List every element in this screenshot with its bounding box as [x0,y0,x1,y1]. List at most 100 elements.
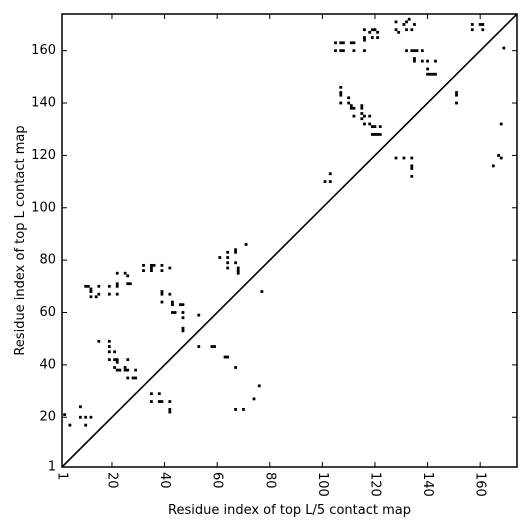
data-point [405,28,408,32]
data-point [363,36,366,39]
data-point [126,368,130,372]
data-point [150,266,153,270]
axis-ticks: 1 20 40 60 80 100 120 140 1601204060801001201401… [31,14,517,497]
data-point [410,156,414,160]
data-point [342,49,345,53]
data-point [79,405,82,409]
data-point [339,49,343,53]
data-point [97,339,101,343]
data-point [84,415,88,419]
data-point [370,125,374,128]
data-point [107,292,111,296]
data-point [160,263,164,267]
x-tick-label: 40 [157,472,172,489]
data-point [347,96,351,100]
data-point [373,125,377,128]
data-point [413,59,416,63]
data-point [123,271,127,275]
data-point [115,292,119,296]
data-point [89,290,93,293]
data-point [370,133,374,136]
data-point [126,358,130,362]
data-point [410,164,414,168]
data-point [126,376,130,380]
data-point [328,180,332,183]
data-point [402,23,406,26]
data-point [339,41,343,45]
data-point [410,49,414,53]
data-point [236,271,240,275]
data-point [407,17,411,21]
data-point [89,415,93,419]
data-point [397,30,401,34]
data-point [370,36,374,39]
data-point [107,339,111,343]
data-point [123,368,127,372]
data-point [470,23,474,26]
data-point [123,366,127,369]
data-point [413,57,416,60]
data-point [115,358,119,362]
data-point [86,284,90,288]
data-point [339,91,343,94]
data-point [126,282,130,286]
data-point [115,360,119,364]
data-point [455,91,458,94]
data-point [134,376,138,380]
data-point [178,303,182,307]
data-point [97,284,101,288]
y-tick-label: 40 [39,357,56,372]
data-point [107,350,111,354]
data-point [368,30,372,34]
data-point [378,125,382,128]
data-point [113,366,117,369]
data-point [107,358,111,362]
data-point [181,329,185,333]
y-tick-label: 80 [39,253,56,268]
data-point [413,49,416,53]
data-point [368,122,372,126]
data-point [160,400,164,403]
data-point [428,72,432,76]
data-point [84,284,88,288]
data-point [491,164,495,168]
data-point [226,355,230,359]
data-point [349,104,353,108]
data-point [334,49,337,53]
diagonal-line [61,13,518,468]
data-point [478,23,482,26]
data-point [410,174,414,178]
data-point [360,112,364,115]
y-tick-label: 100 [31,200,56,215]
data-point [431,72,435,76]
data-point [89,287,93,291]
data-point [420,59,424,63]
data-point [213,345,216,348]
data-point [363,114,366,118]
data-point [349,106,353,110]
data-point [181,311,185,314]
x-axis-label: Residue index of top L/5 contact map [168,503,411,518]
x-tick-label: 20 [104,472,119,489]
data-point [197,313,201,317]
data-point [470,28,474,32]
data-point [236,269,240,273]
data-point [481,28,485,32]
data-point [89,295,93,299]
y-tick-label: 60 [39,305,56,320]
data-point [134,368,138,372]
data-point [107,284,111,288]
data-point [173,311,177,314]
x-tick-label: 1 [55,472,70,480]
diagonal-layer [61,13,518,468]
data-point [113,358,117,362]
data-point [339,101,343,105]
data-point [368,114,372,118]
data-point [142,269,145,273]
data-point [218,256,222,259]
data-point [157,400,161,403]
data-point [126,274,130,278]
data-point [260,290,264,293]
data-point [378,133,382,136]
